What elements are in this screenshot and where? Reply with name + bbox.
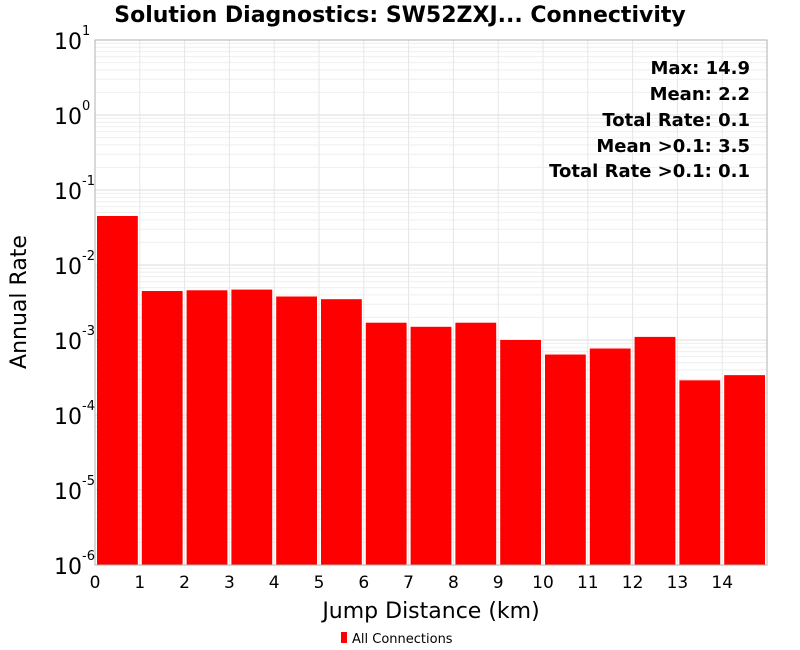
x-tick-label: 14 xyxy=(711,573,733,593)
x-tick-label: 6 xyxy=(358,573,369,593)
y-tick-label: 100 xyxy=(54,99,90,130)
y-tick-label: 10-6 xyxy=(54,549,95,580)
x-axis-ticks: 0 1 2 3 4 5 6 7 8 9 10 11 12 13 14 xyxy=(90,573,733,593)
bar-3 xyxy=(231,289,273,565)
chart-title: Solution Diagnostics: SW52ZXJ... Connect… xyxy=(114,3,685,28)
y-tick-label: 10-4 xyxy=(54,399,95,430)
x-tick-label: 0 xyxy=(90,573,101,593)
x-axis-label: Jump Distance (km) xyxy=(320,599,539,624)
stats-annotations: Max: 14.9 Mean: 2.2 Total Rate: 0.1 Mean… xyxy=(549,58,750,182)
bar-series-all-connections xyxy=(97,216,765,565)
bar-10 xyxy=(545,354,586,565)
x-tick-label: 8 xyxy=(448,573,459,593)
bar-5 xyxy=(321,299,362,565)
x-tick-label: 11 xyxy=(577,573,599,593)
y-tick-label: 10-5 xyxy=(54,474,95,505)
annotation-total-rate-above: Total Rate >0.1: 0.1 xyxy=(549,161,750,182)
y-tick-label: 10-3 xyxy=(54,324,95,355)
y-tick-label: 10-1 xyxy=(54,174,95,205)
bar-2 xyxy=(186,290,228,565)
legend: All Connections xyxy=(341,632,453,647)
bar-8 xyxy=(455,322,497,565)
y-tick-label: 10-2 xyxy=(54,249,95,280)
bar-9 xyxy=(500,340,541,565)
x-tick-label: 1 xyxy=(134,573,145,593)
x-tick-label: 9 xyxy=(493,573,504,593)
annotation-mean: Mean: 2.2 xyxy=(650,84,750,105)
x-tick-label: 2 xyxy=(179,573,190,593)
bar-6 xyxy=(365,322,407,565)
bar-1 xyxy=(141,291,183,565)
x-tick-label: 13 xyxy=(667,573,689,593)
legend-label: All Connections xyxy=(352,632,453,647)
x-tick-label: 4 xyxy=(269,573,280,593)
x-tick-label: 3 xyxy=(224,573,235,593)
y-axis-label: Annual Rate xyxy=(7,235,32,369)
bar-14 xyxy=(724,375,765,565)
x-tick-label: 7 xyxy=(403,573,414,593)
bar-4 xyxy=(276,296,317,565)
annotation-max: Max: 14.9 xyxy=(650,58,750,79)
legend-swatch xyxy=(341,632,347,643)
x-tick-label: 5 xyxy=(314,573,325,593)
bar-12 xyxy=(634,336,676,565)
x-tick-label: 12 xyxy=(622,573,644,593)
plot-frame xyxy=(94,39,768,566)
x-tick-label: 10 xyxy=(532,573,554,593)
annotation-mean-above: Mean >0.1: 3.5 xyxy=(596,136,750,157)
y-tick-label: 101 xyxy=(54,24,90,55)
y-axis-ticks: 101 100 10-1 10-2 10-3 10-4 10-5 10-6 xyxy=(54,24,95,580)
bar-7 xyxy=(410,326,452,565)
bar-13 xyxy=(679,380,721,565)
bar-11 xyxy=(589,348,631,565)
annotation-total-rate: Total Rate: 0.1 xyxy=(602,110,750,131)
bar-0 xyxy=(97,216,138,565)
